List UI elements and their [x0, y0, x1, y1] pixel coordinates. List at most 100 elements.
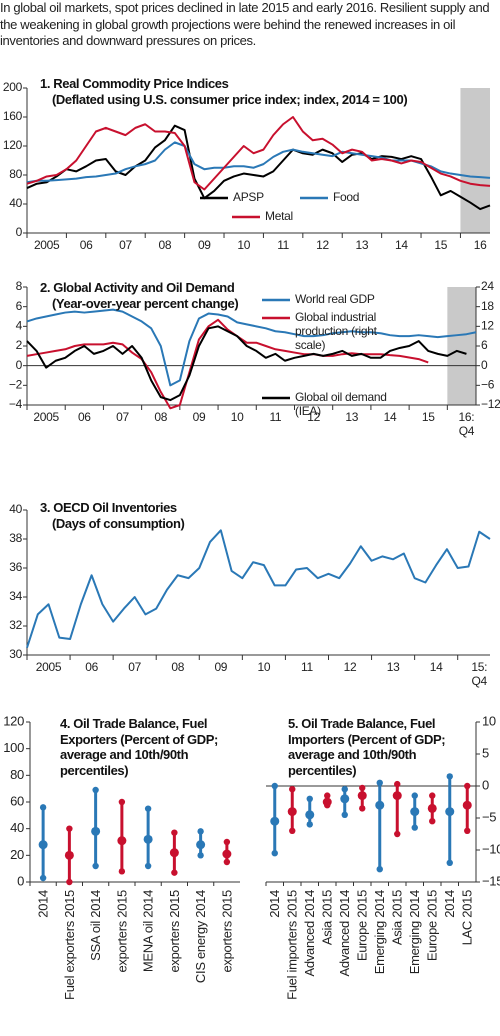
range-mean	[410, 807, 420, 817]
x-tick-label: 10	[237, 238, 250, 252]
range-mean	[427, 803, 437, 813]
y-tick-label: 4	[16, 319, 23, 333]
y-tick-label: 120	[3, 138, 23, 152]
series-line	[26, 308, 477, 387]
y-tick-label: 60	[10, 793, 24, 808]
x-tick-label: MENA oil 2014	[141, 890, 156, 972]
y2-tick-label: 0	[481, 358, 488, 372]
range-high	[429, 792, 436, 799]
range-low	[39, 874, 47, 882]
range-high	[289, 786, 296, 793]
range-mean	[270, 816, 280, 826]
x-tick-label: Emerging 2014	[407, 890, 422, 974]
range-low	[66, 878, 73, 886]
y-tick-label: 40	[9, 502, 22, 516]
y-tick-label: 120	[3, 713, 24, 728]
x-tick-label: 10	[231, 410, 244, 424]
x-tick-label: CIS energy 2014	[193, 890, 208, 983]
x-tick-label: 16: Q4	[459, 410, 475, 438]
range-high	[39, 804, 47, 811]
range-low	[118, 868, 126, 875]
chart-title: 3. OECD Oil Inventories	[40, 500, 177, 515]
x-tick-label: 16	[474, 238, 487, 252]
range-low	[289, 827, 296, 834]
range-mean	[287, 807, 297, 817]
x-tick-label: exporters 2015	[219, 890, 234, 973]
x-tick-label: Fuel exporters 2015	[62, 890, 77, 1000]
range-high	[359, 784, 366, 792]
x-tick-label: 11	[269, 410, 281, 424]
y2-tick-label: 6	[481, 338, 488, 352]
y-tick-label: −10	[482, 841, 500, 856]
y2-tick-label: 12	[481, 319, 494, 333]
range-high	[376, 779, 383, 786]
x-tick-label: 09	[214, 660, 227, 674]
range-mean	[222, 849, 232, 859]
range-mean	[357, 791, 367, 801]
y-tick-label: −4	[9, 397, 23, 411]
x-tick-label: Fuel importers 2015	[285, 890, 300, 1000]
chart-title: 4. Oil Trade Balance, Fuel Exporters (Pe…	[60, 716, 218, 778]
y-tick-label: 0	[16, 358, 23, 372]
range-high	[144, 805, 152, 812]
chart-subtitle: (Days of consumption)	[52, 516, 185, 531]
range-low	[92, 862, 99, 870]
x-tick-label: 14	[430, 660, 443, 674]
chart-title: 5. Oil Trade Balance, Fuel Importers (Pe…	[288, 716, 446, 778]
range-mean	[462, 800, 472, 810]
x-tick-label: SSA oil 2014	[88, 890, 103, 961]
series-line	[26, 529, 491, 649]
forecast-shade	[447, 287, 476, 405]
range-mean	[38, 840, 48, 850]
x-tick-label: 06	[78, 410, 91, 424]
x-tick-label: Europe 2015	[355, 890, 370, 961]
range-high	[394, 780, 401, 788]
y2-tick-label: −12	[481, 397, 500, 411]
x-tick-label: 15	[434, 238, 447, 252]
range-mean	[445, 807, 455, 817]
x-tick-label: 08	[154, 410, 167, 424]
x-tick-label: 2005	[34, 238, 60, 252]
x-tick-label: 14	[395, 238, 408, 252]
x-tick-label: 06	[80, 238, 93, 252]
y-tick-label: 0	[16, 225, 23, 239]
y2-tick-label: 18	[481, 299, 494, 313]
range-mean	[340, 794, 350, 804]
range-mean	[91, 826, 101, 836]
range-low	[394, 830, 401, 838]
x-tick-label: 12	[344, 660, 357, 674]
x-tick-label: 12	[307, 410, 320, 424]
x-tick-label: 2014	[36, 890, 51, 918]
x-tick-label: 2014	[442, 890, 457, 918]
x-tick-label: 07	[119, 238, 132, 252]
x-tick-label: exporters 2015	[114, 890, 129, 973]
range-high	[324, 792, 331, 799]
range-mean	[64, 850, 74, 860]
range-mean	[196, 840, 206, 850]
x-tick-label: 06	[85, 660, 98, 674]
x-tick-label: 08	[171, 660, 184, 674]
x-tick-label: Asia 2015	[320, 890, 335, 945]
x-tick-label: Advanced 2014	[302, 890, 317, 977]
y-tick-label: 5	[482, 745, 489, 760]
chart-title: 1. Real Commodity Price Indices	[40, 76, 229, 91]
range-high	[411, 792, 418, 799]
y2-tick-label: −6	[481, 378, 495, 392]
x-tick-label: exporters 2015	[167, 890, 182, 973]
range-mean	[143, 834, 153, 844]
x-tick-label: 13	[387, 660, 400, 674]
y-tick-label: 0	[17, 873, 24, 888]
x-tick-label: 11	[301, 660, 313, 674]
range-low	[341, 811, 348, 818]
y-tick-label: 100	[3, 740, 24, 755]
range-low	[306, 821, 313, 828]
intro-text: In global oil markets, spot prices decli…	[0, 0, 490, 48]
range-mean	[305, 810, 315, 820]
series-line	[26, 116, 491, 191]
x-tick-label: 12	[316, 238, 329, 252]
y-tick-label: 200	[3, 80, 23, 94]
range-high	[446, 773, 453, 780]
x-tick-label: Emerging 2014	[372, 890, 387, 974]
